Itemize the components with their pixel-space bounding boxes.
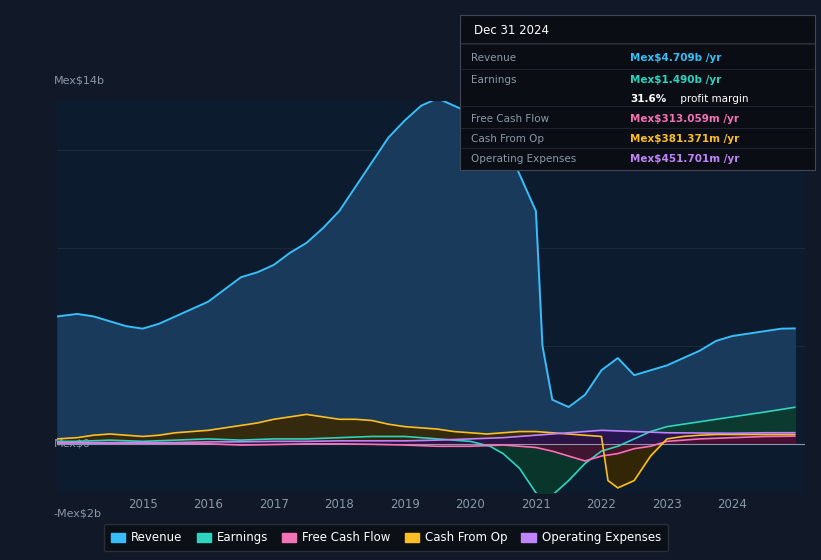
Text: Earnings: Earnings [470,75,516,85]
Text: Mex$313.059m /yr: Mex$313.059m /yr [631,114,740,124]
Text: Operating Expenses: Operating Expenses [470,154,576,164]
Text: Mex$14b: Mex$14b [53,75,105,85]
Text: Dec 31 2024: Dec 31 2024 [475,24,549,38]
Text: 31.6%: 31.6% [631,94,667,104]
Text: Mex$1.490b /yr: Mex$1.490b /yr [631,75,722,85]
Legend: Revenue, Earnings, Free Cash Flow, Cash From Op, Operating Expenses: Revenue, Earnings, Free Cash Flow, Cash … [103,524,668,551]
Text: profit margin: profit margin [677,94,748,104]
Text: Mex$4.709b /yr: Mex$4.709b /yr [631,53,722,63]
Text: -Mex$2b: -Mex$2b [53,508,102,519]
Text: Mex$381.371m /yr: Mex$381.371m /yr [631,134,740,144]
Text: Free Cash Flow: Free Cash Flow [470,114,548,124]
Text: Mex$0: Mex$0 [53,439,90,449]
Text: Mex$451.701m /yr: Mex$451.701m /yr [631,154,740,164]
Text: Revenue: Revenue [470,53,516,63]
Text: Cash From Op: Cash From Op [470,134,544,144]
